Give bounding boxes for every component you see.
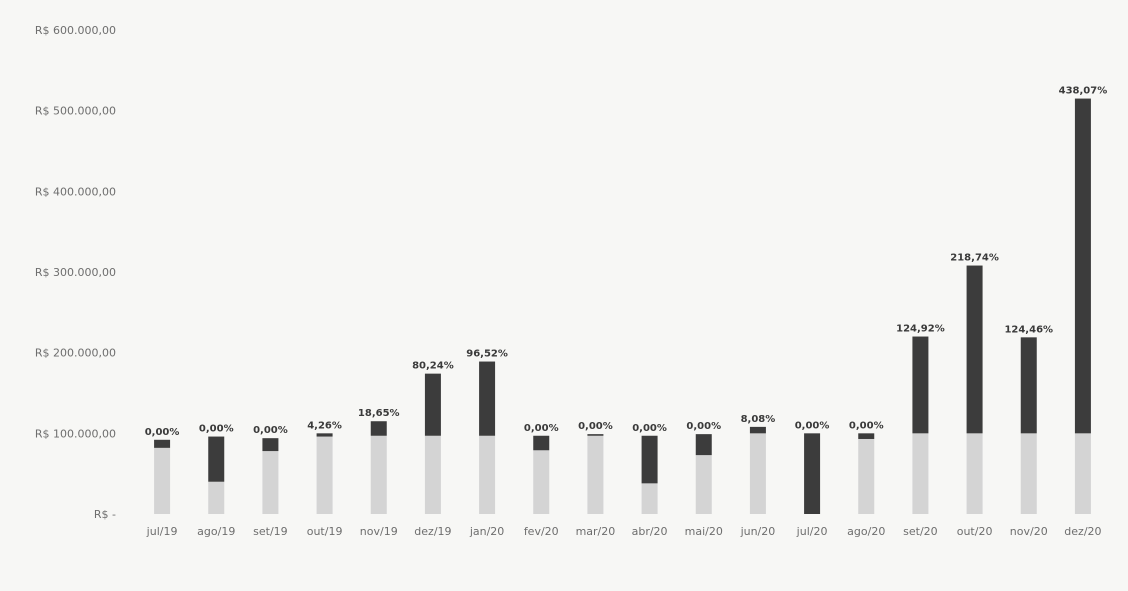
- bar-data-label: 0,00%: [145, 427, 180, 438]
- bar-segment-increment: [966, 265, 983, 434]
- x-tick-label: mai/20: [685, 525, 723, 538]
- bar-segment-base: [695, 455, 712, 514]
- x-tick-label: jul/19: [146, 525, 178, 538]
- bar-segment-increment: [533, 435, 550, 451]
- bar-data-label: 124,46%: [1004, 324, 1053, 335]
- bar-segment-increment: [1020, 337, 1037, 434]
- x-tick-label: fev/20: [524, 525, 559, 538]
- bar-data-label: 96,52%: [466, 349, 508, 360]
- bar-segment-base: [370, 435, 387, 514]
- x-tick-label: set/20: [903, 525, 938, 538]
- bar-data-label: 18,65%: [358, 408, 400, 419]
- x-tick-label: dez/19: [414, 525, 451, 538]
- bar-segment-increment: [912, 336, 929, 434]
- bar-data-label: 80,24%: [412, 361, 454, 372]
- x-tick-label: jun/20: [740, 525, 776, 538]
- y-tick-label: R$ 400.000,00: [35, 185, 116, 198]
- bar-segment-increment: [316, 433, 333, 437]
- bar-segment-increment: [479, 361, 496, 436]
- bar-data-label: 0,00%: [253, 425, 288, 436]
- bar-data-label: 0,00%: [578, 421, 613, 432]
- bar-data-label: 0,00%: [849, 420, 884, 431]
- y-tick-label: R$ 600.000,00: [35, 24, 116, 37]
- bar-segment-base: [858, 438, 875, 514]
- x-tick-label: set/19: [253, 525, 288, 538]
- bar-segment-increment: [641, 435, 658, 484]
- x-tick-label: dez/20: [1064, 525, 1101, 538]
- bar-segment-increment: [1074, 98, 1091, 434]
- bar-segment-increment: [370, 421, 387, 436]
- x-tick-label: jan/20: [469, 525, 504, 538]
- y-axis: R$ - R$ 100.000,00 R$ 200.000,00 R$ 300.000…: [35, 24, 116, 521]
- y-tick-label: R$ -: [94, 508, 116, 521]
- x-tick-label: out/20: [957, 525, 993, 538]
- y-tick-label: R$ 500.000,00: [35, 105, 116, 118]
- y-tick-label: R$ 100.000,00: [35, 427, 116, 440]
- bar-segment-base: [208, 481, 225, 514]
- bar-segment-base: [1020, 433, 1037, 514]
- bar-segment-base: [424, 435, 441, 514]
- bar-segment-increment: [804, 433, 821, 514]
- x-tick-label: mar/20: [576, 525, 616, 538]
- bar-data-label: 0,00%: [199, 424, 234, 435]
- bar-segment-base: [262, 451, 279, 514]
- bar-segment-base: [316, 436, 333, 514]
- bar-segment-increment: [587, 434, 604, 436]
- bar-data-label: 218,74%: [950, 253, 999, 264]
- x-axis: jul/19 ago/19 set/19 out/19 nov/19 dez/19 jan/…: [146, 525, 1102, 538]
- bar-segment-base: [587, 435, 604, 514]
- bar-segment-increment: [749, 426, 766, 434]
- bar-segment-increment: [695, 434, 712, 456]
- x-tick-label: ago/19: [197, 525, 235, 538]
- bar-data-label: 0,00%: [795, 420, 830, 431]
- y-tick-label: R$ 300.000,00: [35, 266, 116, 279]
- bar-data-label: 0,00%: [632, 423, 667, 434]
- bar-segment-base: [1074, 433, 1091, 514]
- bar-data-label: 4,26%: [307, 420, 342, 431]
- x-tick-label: ago/20: [847, 525, 885, 538]
- bar-segment-base: [641, 483, 658, 514]
- y-tick-label: R$ 200.000,00: [35, 347, 116, 360]
- bar-segment-increment: [154, 439, 171, 448]
- bar-segment-increment: [208, 436, 225, 482]
- bar-segment-base: [912, 433, 929, 514]
- bar-data-label: 8,08%: [741, 414, 776, 425]
- x-tick-label: jul/20: [796, 525, 828, 538]
- data-labels: 0,00% 0,00% 0,00% 4,26% 18,65% 80,24% 96,52% 0,…: [145, 86, 1107, 438]
- bar-segment-base: [749, 433, 766, 514]
- x-tick-label: abr/20: [632, 525, 668, 538]
- bar-segment-increment: [858, 433, 875, 439]
- bar-segment-increment: [424, 373, 441, 436]
- bar-segment-base: [966, 433, 983, 514]
- x-tick-label: nov/20: [1010, 525, 1048, 538]
- bar-segment-base: [154, 447, 171, 514]
- bar-segment-base: [479, 435, 496, 514]
- bar-data-label: 438,07%: [1059, 86, 1108, 97]
- bars: [154, 98, 1091, 514]
- bar-data-label: 0,00%: [524, 423, 559, 434]
- x-tick-label: nov/19: [360, 525, 398, 538]
- x-tick-label: out/19: [307, 525, 343, 538]
- bar-data-label: 0,00%: [686, 421, 721, 432]
- bar-segment-increment: [262, 438, 279, 452]
- bar-segment-base: [533, 450, 550, 514]
- bar-data-label: 124,92%: [896, 324, 945, 335]
